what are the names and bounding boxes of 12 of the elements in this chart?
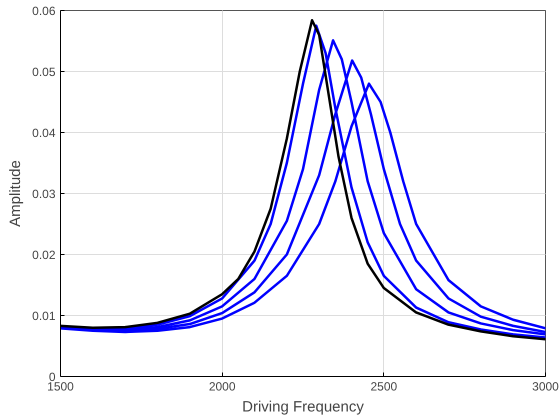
y-tick-label: 0.04 [32,126,56,140]
y-tick-label: 0.05 [32,65,56,79]
y-tick-label: 0.06 [32,4,56,18]
x-tick-label: 3000 [532,380,559,394]
y-tick-label: 0.01 [32,309,56,323]
y-tick-label: 0.03 [32,187,56,201]
x-tick-label: 2500 [370,380,398,394]
y-tick-label: 0.02 [32,248,56,262]
y-axis-title: Amplitude [7,160,24,227]
x-axis-title: Driving Frequency [242,398,364,416]
x-tick-label: 2000 [208,380,236,394]
x-tick-label: 1500 [47,380,74,394]
